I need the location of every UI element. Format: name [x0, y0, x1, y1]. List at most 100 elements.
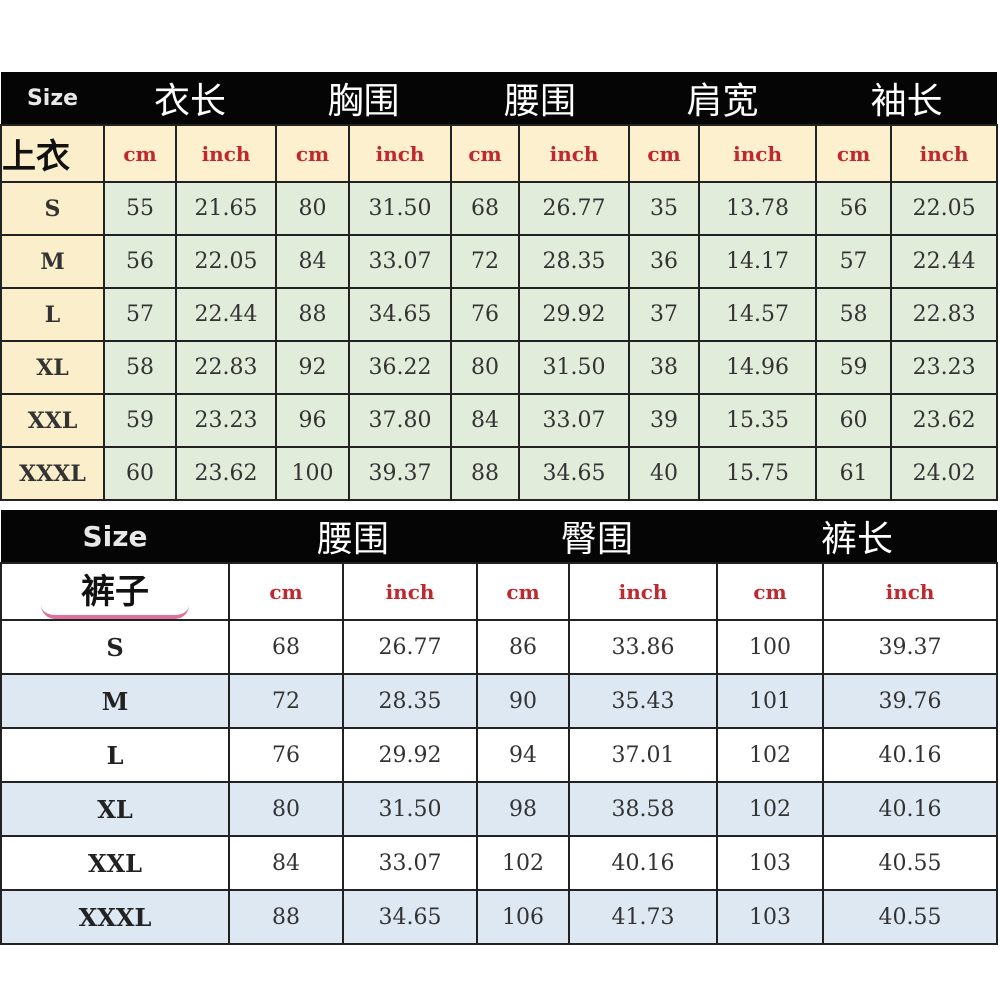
top-size-table: Size 衣长 胸围 腰围 肩宽 袖长 上衣 cm inch cm inch cm inch cm inch… [0, 72, 999, 501]
value-cell: 29.92 [518, 287, 631, 342]
value-cell: 24.02 [890, 446, 999, 501]
unit-inch: inch [698, 124, 818, 183]
table-row: L 57 22.44 88 34.65 76 29.92 37 14.57 58 22.83 [0, 287, 999, 342]
value-cell: 39.76 [822, 673, 999, 729]
value-cell: 26.77 [518, 181, 631, 236]
value-cell: 35.43 [568, 673, 719, 729]
value-cell: 36 [628, 234, 701, 289]
value-cell: 22.05 [890, 181, 999, 236]
value-cell: 31.50 [518, 340, 631, 395]
value-cell: 34.65 [518, 446, 631, 501]
table-row: M 56 22.05 84 33.07 72 28.35 36 14.17 57 22.44 [0, 234, 999, 289]
value-cell: 94 [476, 727, 571, 783]
value-cell: 68 [228, 619, 344, 675]
value-cell: 39.37 [348, 446, 453, 501]
category-label: 裤子 [41, 564, 189, 619]
size-cell: XXL [0, 393, 105, 448]
value-cell: 15.75 [698, 446, 818, 501]
measure-header: 腰围 [229, 510, 478, 563]
value-cell: 92 [275, 340, 351, 395]
value-cell: 37.80 [348, 393, 453, 448]
value-cell: 37 [628, 287, 701, 342]
table-row: L 76 29.92 94 37.01 102 40.16 [0, 727, 999, 783]
value-cell: 101 [716, 673, 825, 729]
category-cell: 裤子 [0, 562, 230, 621]
measure-header: 袖长 [816, 72, 998, 125]
value-cell: 40.16 [822, 781, 999, 837]
unit-inch: inch [568, 562, 719, 621]
value-cell: 58 [103, 340, 177, 395]
value-cell: 40.55 [822, 835, 999, 891]
size-cell: XL [0, 340, 105, 395]
header-row: Size 腰围 臀围 裤长 [1, 510, 998, 563]
value-cell: 98 [476, 781, 571, 837]
unit-cm: cm [476, 562, 571, 621]
value-cell: 80 [228, 781, 344, 837]
value-cell: 14.57 [698, 287, 818, 342]
unit-cm: cm [716, 562, 825, 621]
unit-cm: cm [450, 124, 521, 183]
value-cell: 58 [815, 287, 893, 342]
value-cell: 35 [628, 181, 701, 236]
unit-inch: inch [822, 562, 999, 621]
size-cell: L [0, 727, 230, 783]
unit-inch: inch [518, 124, 631, 183]
table-row: M 72 28.35 90 35.43 101 39.76 [0, 673, 999, 729]
value-cell: 102 [716, 781, 825, 837]
unit-inch: inch [348, 124, 453, 183]
table-row: XXL 59 23.23 96 37.80 84 33.07 39 15.35 60 23.62 [0, 393, 999, 448]
value-cell: 38.58 [568, 781, 719, 837]
size-cell: S [0, 181, 105, 236]
measure-header: 腰围 [451, 72, 630, 125]
value-cell: 88 [450, 446, 521, 501]
value-cell: 23.62 [890, 393, 999, 448]
size-cell: XXL [0, 835, 230, 891]
value-cell: 40.16 [822, 727, 999, 783]
value-cell: 86 [476, 619, 571, 675]
value-cell: 80 [275, 181, 351, 236]
value-cell: 40.55 [822, 889, 999, 945]
value-cell: 36.22 [348, 340, 453, 395]
measure-header: 臀围 [477, 510, 718, 563]
value-cell: 41.73 [568, 889, 719, 945]
unit-inch: inch [174, 124, 278, 183]
value-cell: 88 [228, 889, 344, 945]
value-cell: 100 [275, 446, 351, 501]
unit-cm: cm [628, 124, 701, 183]
size-cell: XXXL [0, 889, 230, 945]
value-cell: 56 [815, 181, 893, 236]
table-row: XXL 84 33.07 102 40.16 103 40.55 [0, 835, 999, 891]
table-row: S 55 21.65 80 31.50 68 26.77 35 13.78 56 22.05 [0, 181, 999, 236]
value-cell: 39.37 [822, 619, 999, 675]
value-cell: 40 [628, 446, 701, 501]
value-cell: 100 [716, 619, 825, 675]
size-cell: S [0, 619, 230, 675]
value-cell: 90 [476, 673, 571, 729]
measure-header: 裤长 [717, 510, 998, 563]
size-header: Size [1, 510, 229, 563]
value-cell: 34.65 [348, 287, 453, 342]
value-cell: 103 [716, 889, 825, 945]
value-cell: 106 [476, 889, 571, 945]
value-cell: 29.92 [341, 727, 479, 783]
value-cell: 33.07 [341, 835, 479, 891]
value-cell: 22.44 [174, 287, 278, 342]
value-cell: 28.35 [518, 234, 631, 289]
value-cell: 102 [476, 835, 571, 891]
value-cell: 59 [815, 340, 893, 395]
value-cell: 55 [103, 181, 177, 236]
value-cell: 76 [228, 727, 344, 783]
value-cell: 38 [628, 340, 701, 395]
measure-header: 胸围 [276, 72, 452, 125]
value-cell: 40.16 [568, 835, 719, 891]
size-cell: XXXL [0, 446, 105, 501]
table-row: XL 80 31.50 98 38.58 102 40.16 [0, 781, 999, 837]
value-cell: 26.77 [341, 619, 479, 675]
unit-cm: cm [815, 124, 893, 183]
value-cell: 59 [103, 393, 177, 448]
value-cell: 57 [103, 287, 177, 342]
value-cell: 60 [815, 393, 893, 448]
bottom-size-table: Size 腰围 臀围 裤长 裤子 cm inch cm inch cm inch S 68 26.77 86… [0, 510, 999, 945]
value-cell: 13.78 [698, 181, 818, 236]
unit-inch: inch [341, 562, 479, 621]
